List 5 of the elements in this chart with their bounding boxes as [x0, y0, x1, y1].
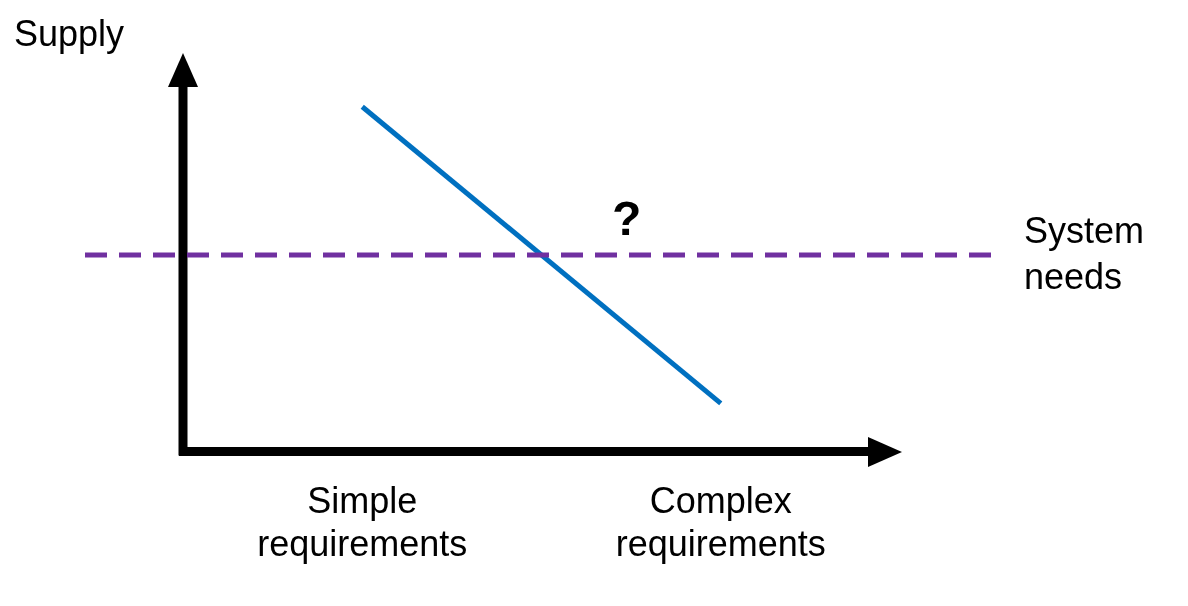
annotation: ?: [611, 192, 642, 245]
ref-line-label: System needs: [1024, 210, 1145, 298]
x-tick-label: Complex requirements: [615, 480, 826, 565]
y-axis-title: Supply: [14, 13, 125, 54]
x-tick-label: Simple requirements: [257, 480, 468, 565]
